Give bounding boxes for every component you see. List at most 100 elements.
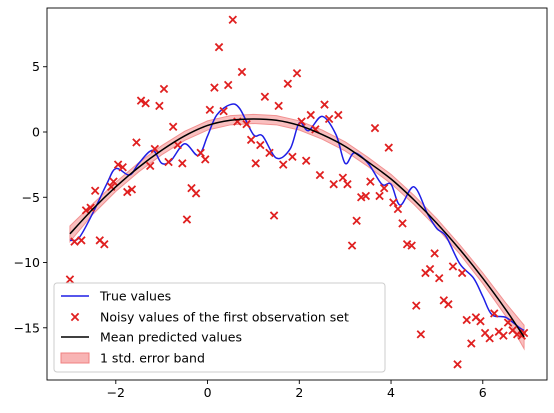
y-tick-label: −15: [14, 320, 40, 335]
noisy-point: [301, 156, 311, 165]
noisy-point: [191, 189, 201, 198]
x-tick-label: 0: [204, 385, 212, 400]
noisy-point: [453, 360, 462, 369]
plot-area: [65, 15, 529, 369]
noisy-point: [361, 191, 371, 201]
noisy-point: [214, 42, 224, 52]
noisy-point: [398, 219, 407, 228]
legend-swatch-noisy: [70, 312, 80, 322]
x-tick-label: −2: [107, 385, 125, 400]
legend-swatch-band: [60, 352, 90, 364]
noisy-point: [288, 152, 297, 162]
noisy-point: [347, 241, 357, 250]
noisy-point: [283, 79, 293, 88]
noisy-point: [70, 237, 79, 246]
noisy-point: [519, 328, 529, 338]
noisy-point: [260, 92, 270, 101]
legend: True values Noisy values of the first obs…: [53, 282, 386, 373]
legend-label: 1 std. error band: [100, 351, 205, 366]
noisy-point: [265, 148, 274, 158]
noisy-point: [246, 135, 256, 145]
noisy-point: [223, 80, 233, 90]
noisy-point: [127, 185, 137, 194]
noisy-point: [412, 301, 421, 310]
legend-box: [53, 282, 386, 373]
noisy-point: [118, 163, 127, 172]
noisy-point: [292, 69, 302, 78]
y-tick-label: 0: [32, 125, 40, 140]
noisy-point: [476, 317, 485, 326]
noisy-point: [210, 83, 219, 92]
noisy-point: [173, 140, 182, 150]
legend-label: Noisy values of the first observation se…: [100, 310, 349, 325]
noisy-point: [77, 236, 86, 245]
noisy-point: [228, 15, 238, 24]
noisy-point: [407, 241, 416, 250]
noisy-point: [375, 191, 384, 201]
noisy-point: [490, 309, 499, 318]
noisy-point: [168, 122, 178, 132]
noisy-point: [315, 170, 325, 180]
noisy-point: [256, 140, 265, 150]
mean-predicted-line: [69, 118, 525, 338]
noisy-point: [467, 339, 476, 348]
noisy-point: [141, 99, 150, 108]
noisy-point: [416, 330, 426, 339]
x-tick-label: 4: [387, 385, 395, 400]
noisy-point: [434, 273, 444, 283]
x-tick-label: 2: [295, 385, 303, 400]
noisy-point: [379, 183, 389, 193]
noisy-point: [306, 110, 315, 120]
noisy-point: [338, 173, 348, 182]
noisy-point: [242, 119, 251, 129]
noisy-point: [182, 215, 192, 224]
noisy-point: [384, 143, 393, 152]
noisy-point: [100, 240, 109, 249]
noisy-point: [251, 159, 260, 168]
noisy-point: [274, 101, 283, 111]
noisy-point: [123, 187, 132, 197]
noisy-point: [448, 262, 458, 271]
noisy-point: [425, 264, 435, 274]
axes: −2 0 2 4 6 5 0 −5 −10 −15: [14, 7, 548, 400]
noisy-point: [86, 203, 95, 212]
y-tick-label: 5: [32, 59, 40, 74]
noisy-point: [311, 125, 320, 134]
noisy-point: [132, 138, 141, 147]
legend-label: Mean predicted values: [100, 330, 242, 345]
noisy-point: [370, 123, 380, 133]
noisy-point: [109, 177, 118, 186]
noisy-point: [352, 216, 361, 225]
std-error-band: [69, 113, 525, 351]
noisy-point: [320, 100, 329, 109]
noisy-point: [269, 211, 279, 220]
y-tick-label: −10: [14, 255, 40, 270]
noisy-point: [205, 105, 215, 115]
noisy-point: [113, 160, 123, 169]
noisy-point: [164, 157, 173, 167]
noisy-point: [237, 67, 247, 77]
noisy-point: [389, 198, 398, 207]
noisy-point: [136, 96, 146, 105]
x-tick-label: 6: [479, 385, 487, 400]
noisy-point: [178, 159, 187, 168]
noisy-point: [324, 114, 334, 124]
noisy-point: [457, 268, 467, 278]
noisy-point: [462, 315, 471, 325]
noisy-point: [430, 249, 439, 258]
noisy-point: [297, 117, 306, 126]
noisy-point: [444, 300, 453, 309]
noisy-point: [485, 333, 494, 343]
noisy-point: [503, 318, 513, 327]
noisy-point: [334, 110, 343, 120]
legend-label: True values: [99, 289, 171, 304]
plot-marks: [65, 15, 529, 369]
noisy-point: [393, 204, 403, 214]
noisy-point: [201, 155, 210, 164]
noisy-point: [145, 161, 155, 171]
noisy-point: [150, 144, 160, 154]
noisy-point: [329, 179, 338, 189]
noisy-point: [279, 160, 288, 169]
